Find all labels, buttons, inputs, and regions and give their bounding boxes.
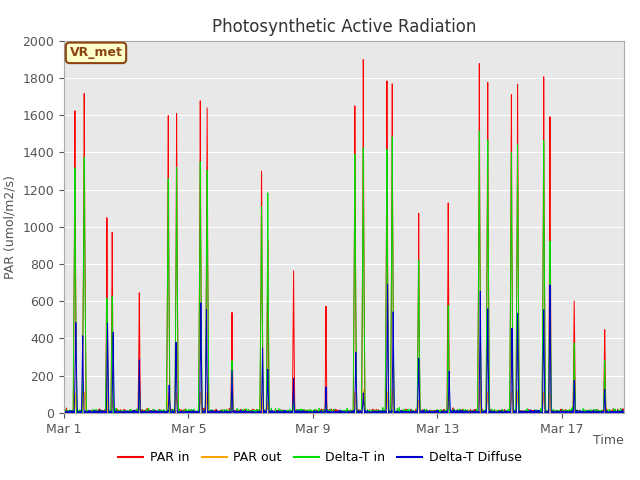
Text: Time: Time bbox=[593, 434, 624, 447]
PAR out bbox=[83, 410, 90, 416]
Delta-T Diffuse bbox=[83, 410, 90, 416]
Delta-T Diffuse bbox=[161, 410, 168, 416]
Delta-T in bbox=[614, 409, 621, 415]
Line: Delta-T in: Delta-T in bbox=[64, 131, 624, 413]
Delta-T Diffuse bbox=[620, 410, 628, 416]
Delta-T in bbox=[620, 410, 628, 416]
Delta-T Diffuse bbox=[394, 409, 401, 415]
PAR in bbox=[161, 409, 168, 415]
PAR in bbox=[248, 410, 255, 416]
Line: PAR in: PAR in bbox=[64, 60, 624, 413]
Delta-T in bbox=[164, 286, 172, 291]
Y-axis label: PAR (umol/m2/s): PAR (umol/m2/s) bbox=[4, 175, 17, 279]
Delta-T in bbox=[393, 410, 401, 416]
PAR in bbox=[360, 57, 367, 62]
Delta-T in bbox=[60, 410, 68, 416]
PAR out bbox=[248, 410, 255, 416]
PAR out bbox=[393, 410, 401, 416]
PAR in bbox=[83, 408, 90, 413]
Delta-T Diffuse bbox=[60, 410, 68, 416]
PAR out bbox=[620, 410, 628, 416]
PAR in bbox=[620, 410, 628, 416]
Delta-T in bbox=[476, 128, 483, 134]
PAR in bbox=[394, 410, 401, 416]
PAR in bbox=[60, 410, 68, 416]
Delta-T in bbox=[83, 409, 90, 415]
Legend: PAR in, PAR out, Delta-T in, Delta-T Diffuse: PAR in, PAR out, Delta-T in, Delta-T Dif… bbox=[113, 446, 527, 469]
Delta-T Diffuse bbox=[614, 410, 621, 416]
Delta-T Diffuse bbox=[164, 409, 172, 415]
Delta-T in bbox=[161, 409, 168, 415]
PAR out bbox=[614, 410, 621, 416]
Title: Photosynthetic Active Radiation: Photosynthetic Active Radiation bbox=[212, 18, 476, 36]
PAR out bbox=[476, 387, 483, 393]
Delta-T Diffuse bbox=[248, 409, 255, 415]
Delta-T Diffuse bbox=[384, 282, 392, 288]
PAR out bbox=[164, 402, 172, 408]
PAR out bbox=[161, 410, 168, 416]
PAR in bbox=[164, 275, 172, 281]
Text: VR_met: VR_met bbox=[70, 47, 122, 60]
Line: PAR out: PAR out bbox=[64, 390, 624, 413]
Line: Delta-T Diffuse: Delta-T Diffuse bbox=[64, 285, 624, 413]
PAR out bbox=[60, 410, 68, 416]
Delta-T in bbox=[248, 408, 255, 414]
PAR in bbox=[614, 406, 621, 412]
